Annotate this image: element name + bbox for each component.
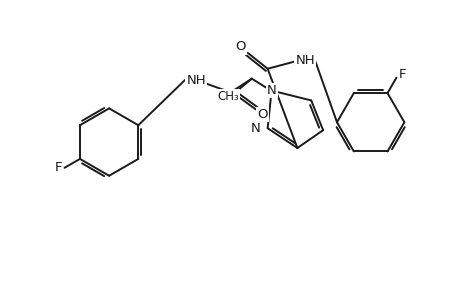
Text: O: O [235, 40, 246, 53]
Text: O: O [257, 108, 267, 121]
Text: N: N [266, 84, 276, 97]
Text: CH₃: CH₃ [217, 90, 238, 103]
Text: N: N [251, 122, 260, 135]
Text: NH: NH [186, 74, 206, 87]
Text: F: F [398, 68, 405, 81]
Text: F: F [55, 161, 62, 174]
Text: NH: NH [295, 54, 314, 67]
